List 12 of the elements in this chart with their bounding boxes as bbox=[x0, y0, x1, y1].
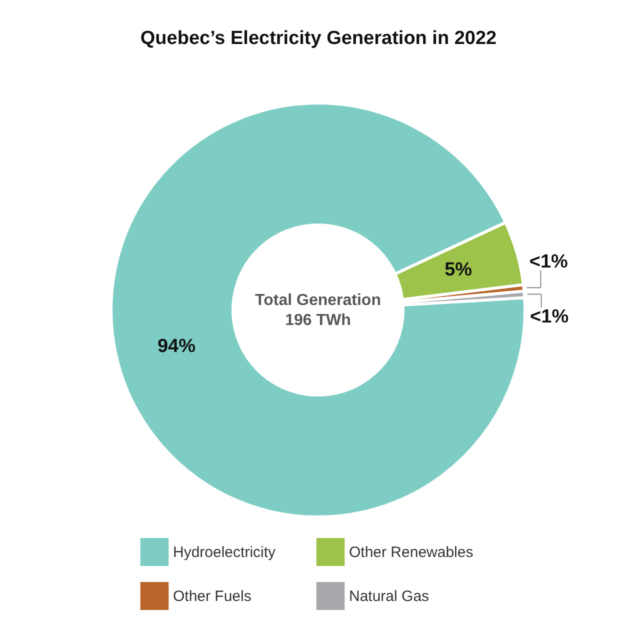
legend-label: Hydroelectricity bbox=[173, 544, 276, 561]
data-label: <1% bbox=[529, 251, 568, 272]
data-label: <1% bbox=[530, 306, 569, 328]
data-label: 5% bbox=[444, 260, 472, 281]
donut-slice bbox=[110, 102, 526, 518]
text: Total Generation bbox=[255, 292, 381, 309]
legend-label: Other Renewables bbox=[349, 544, 474, 561]
chart-title: Quebec’s Electricity Generation in 2022 bbox=[140, 28, 497, 49]
legend-label: Natural Gas bbox=[349, 588, 430, 605]
data-label: 94% bbox=[157, 336, 196, 357]
text: 196 TWh bbox=[285, 312, 351, 329]
legend-label: Other Fuels bbox=[173, 588, 252, 605]
